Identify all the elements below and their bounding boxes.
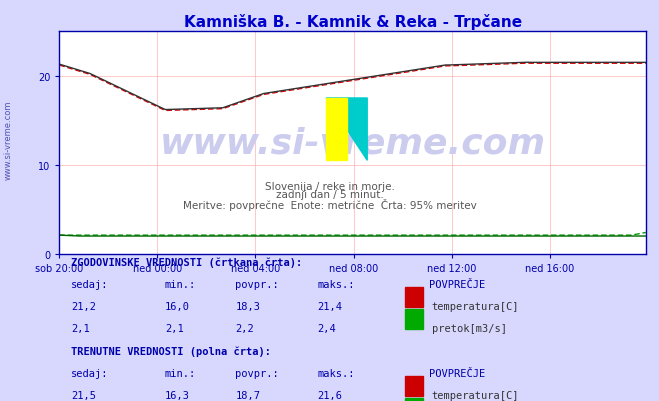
- Text: 16,0: 16,0: [165, 301, 190, 311]
- Text: 2,1: 2,1: [165, 324, 184, 333]
- Text: 21,4: 21,4: [318, 301, 343, 311]
- Text: 18,3: 18,3: [235, 301, 260, 311]
- Text: temperatura[C]: temperatura[C]: [432, 301, 519, 311]
- Text: Slovenija / reke in morje.: Slovenija / reke in morje.: [264, 181, 395, 191]
- Bar: [405, 309, 423, 329]
- Text: 21,6: 21,6: [318, 390, 343, 400]
- Text: maks.:: maks.:: [318, 368, 355, 378]
- Text: temperatura[C]: temperatura[C]: [432, 390, 519, 400]
- Text: sedaj:: sedaj:: [71, 368, 109, 378]
- Bar: [405, 376, 423, 395]
- Text: 2,4: 2,4: [318, 324, 336, 333]
- Polygon shape: [326, 99, 347, 161]
- Text: povpr.:: povpr.:: [235, 279, 279, 289]
- Text: min.:: min.:: [165, 279, 196, 289]
- Text: ZGODOVINSKE VREDNOSTI (črtkana črta):: ZGODOVINSKE VREDNOSTI (črtkana črta):: [71, 257, 302, 267]
- Text: 16,3: 16,3: [165, 390, 190, 400]
- Text: 18,7: 18,7: [235, 390, 260, 400]
- Text: 2,1: 2,1: [71, 324, 90, 333]
- Text: TRENUTNE VREDNOSTI (polna črta):: TRENUTNE VREDNOSTI (polna črta):: [71, 346, 271, 356]
- Text: www.si-vreme.com: www.si-vreme.com: [159, 126, 546, 160]
- Text: Meritve: povprečne  Enote: metrične  Črta: 95% meritev: Meritve: povprečne Enote: metrične Črta:…: [183, 198, 476, 210]
- Text: sedaj:: sedaj:: [71, 279, 109, 289]
- Text: pretok[m3/s]: pretok[m3/s]: [432, 324, 507, 333]
- Text: povpr.:: povpr.:: [235, 368, 279, 378]
- Text: 21,2: 21,2: [71, 301, 96, 311]
- Text: min.:: min.:: [165, 368, 196, 378]
- Text: zadnji dan / 5 minut.: zadnji dan / 5 minut.: [275, 190, 384, 200]
- Text: 21,5: 21,5: [71, 390, 96, 400]
- Title: Kamniška B. - Kamnik & Reka - Trpčane: Kamniška B. - Kamnik & Reka - Trpčane: [183, 14, 522, 30]
- Text: www.si-vreme.com: www.si-vreme.com: [4, 101, 13, 180]
- Text: POVPREČJE: POVPREČJE: [429, 368, 485, 378]
- Text: 2,2: 2,2: [235, 324, 254, 333]
- Bar: [405, 398, 423, 401]
- Text: maks.:: maks.:: [318, 279, 355, 289]
- Text: POVPREČJE: POVPREČJE: [429, 279, 485, 289]
- Polygon shape: [326, 99, 367, 161]
- Bar: [405, 287, 423, 307]
